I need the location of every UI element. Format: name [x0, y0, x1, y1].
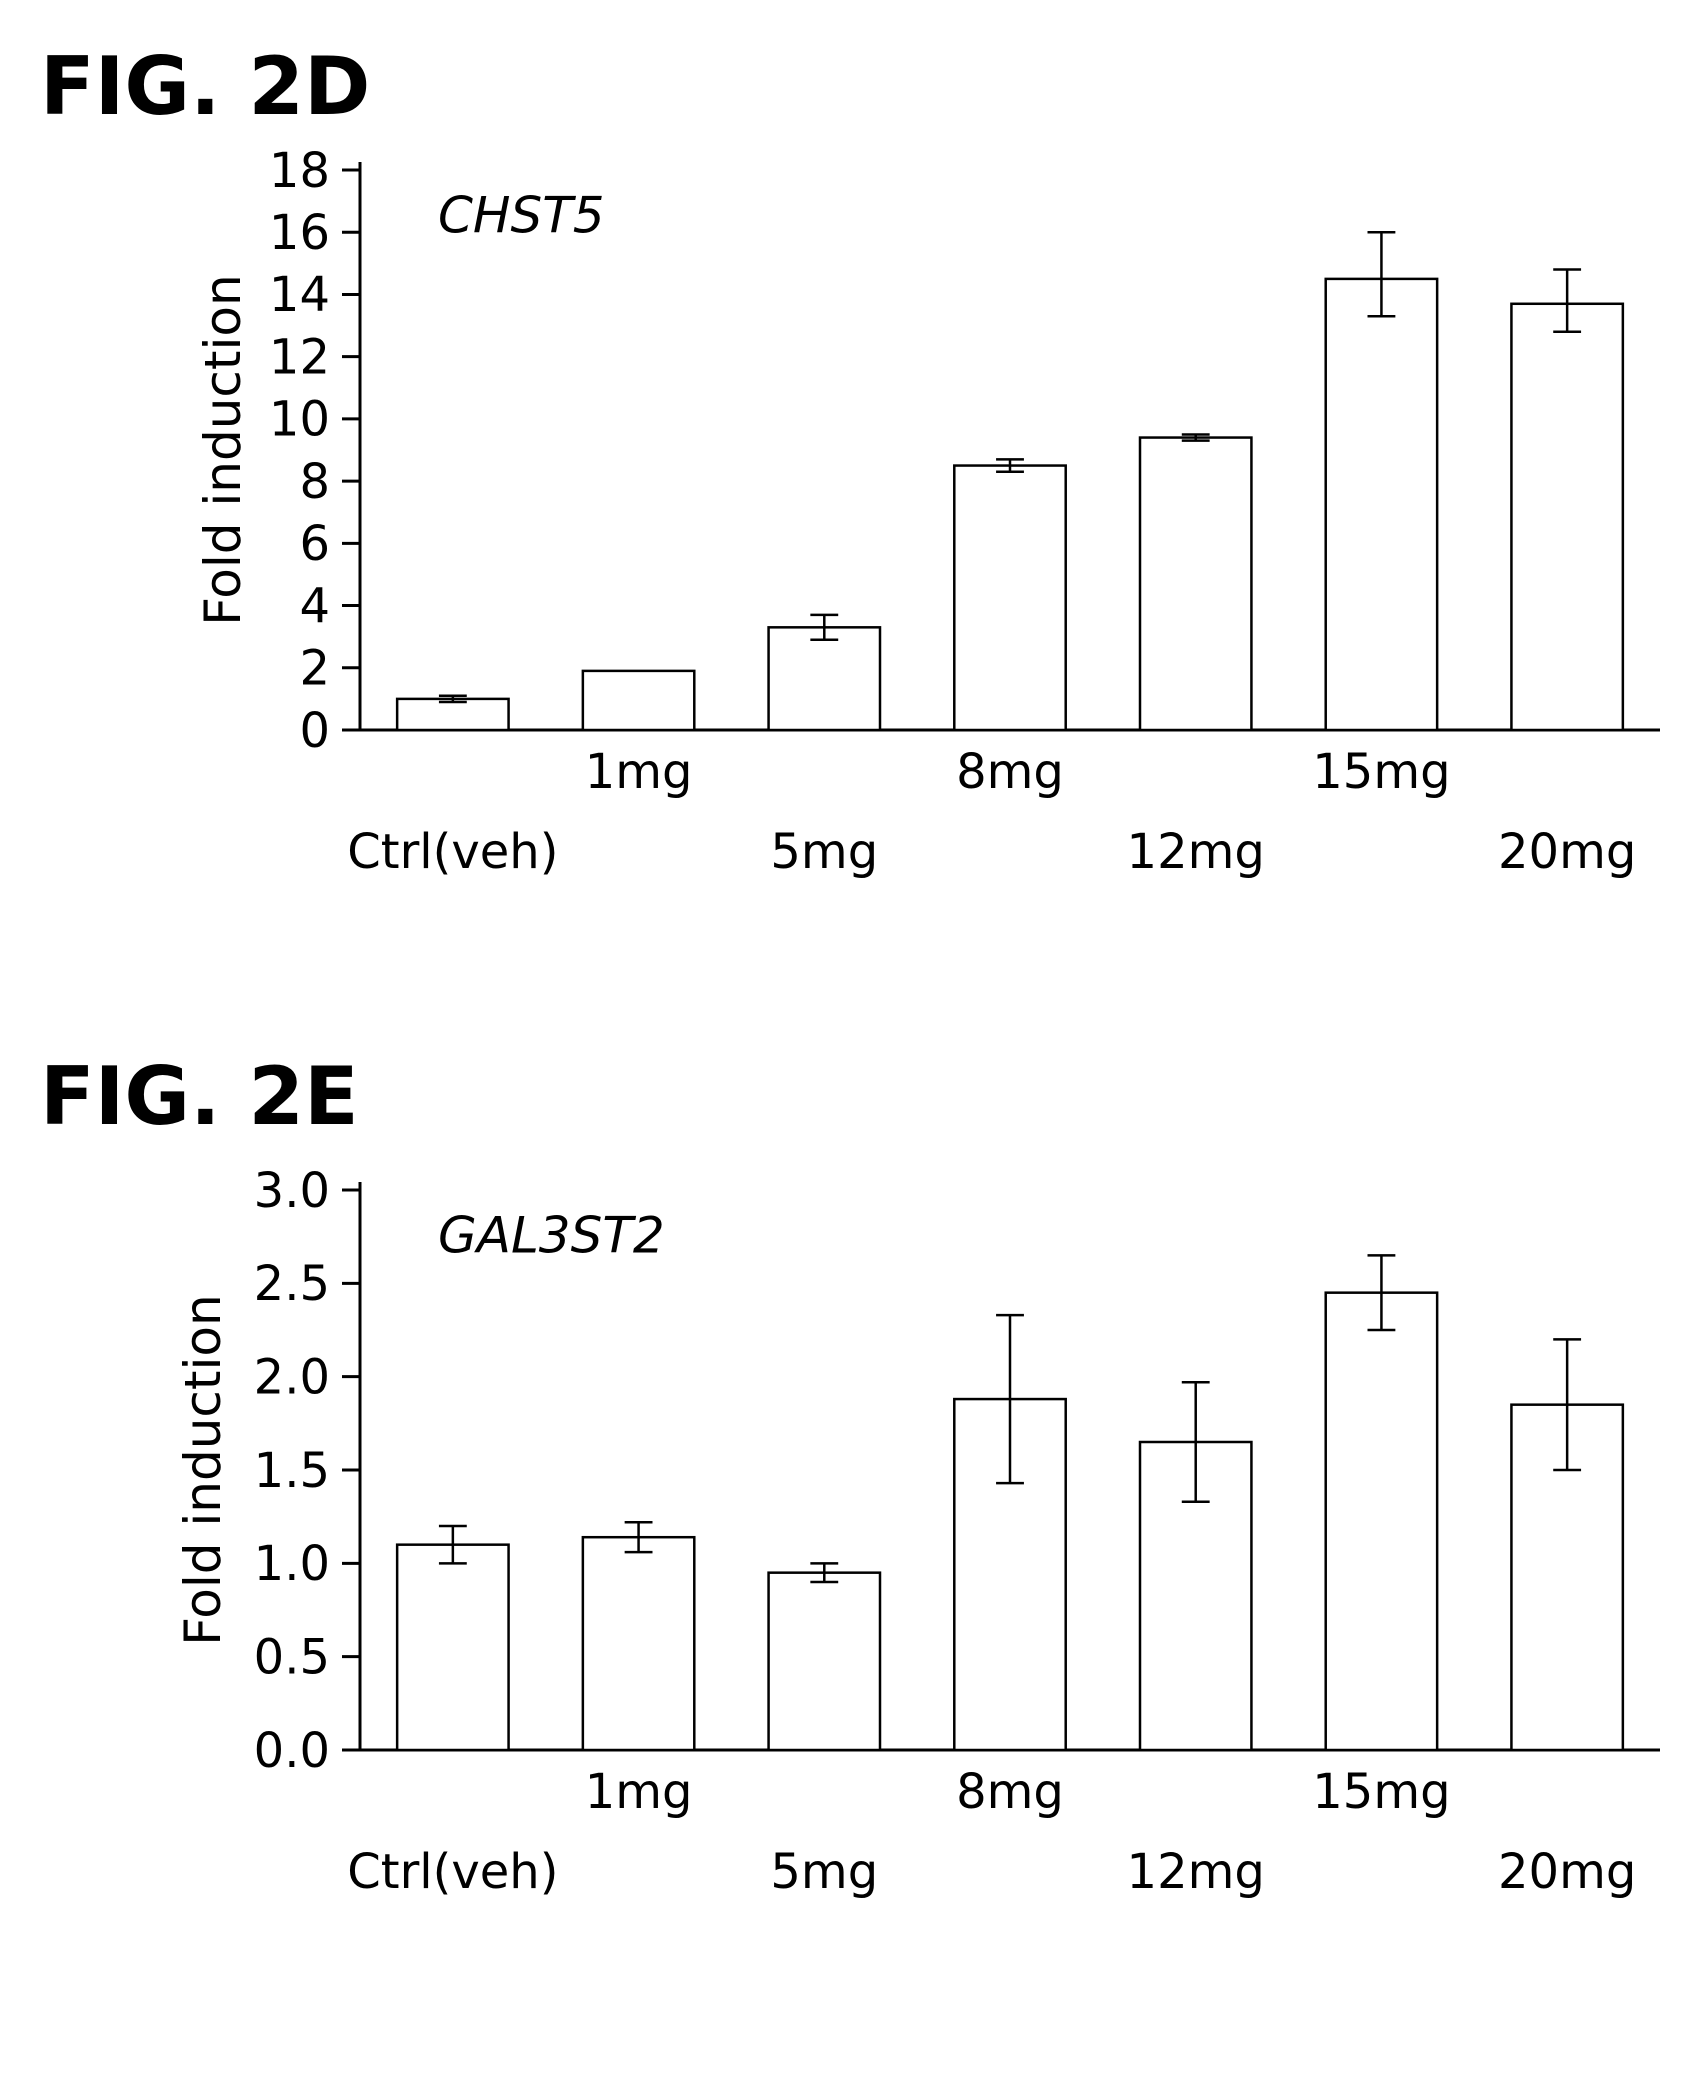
chart-panel-chst5: 0 2 4 6 8 10 12 14 16 18 Fold induction Ctrl(veh) 1m… [140, 140, 1692, 942]
svg-text:12: 12 [269, 329, 330, 385]
svg-text:12mg: 12mg [1127, 824, 1265, 880]
svg-text:2.5: 2.5 [254, 1256, 330, 1312]
svg-text:15mg: 15mg [1312, 1764, 1450, 1820]
svg-text:1.5: 1.5 [254, 1443, 330, 1499]
svg-text:5mg: 5mg [770, 824, 878, 880]
svg-text:0.5: 0.5 [254, 1629, 330, 1685]
svg-text:GAL3ST2: GAL3ST2 [438, 1206, 665, 1264]
svg-text:20mg: 20mg [1498, 824, 1636, 880]
svg-text:2.0: 2.0 [254, 1349, 330, 1405]
svg-text:Fold induction: Fold induction [174, 1294, 232, 1645]
svg-text:20mg: 20mg [1498, 1844, 1636, 1900]
svg-text:15mg: 15mg [1312, 744, 1450, 800]
svg-text:6: 6 [299, 516, 330, 572]
figure-label-2d: FIG. 2D [40, 40, 370, 133]
svg-text:1.0: 1.0 [254, 1536, 330, 1592]
figure-label-2e: FIG. 2E [40, 1050, 359, 1143]
svg-text:12mg: 12mg [1127, 1844, 1265, 1900]
svg-text:2: 2 [299, 641, 330, 697]
svg-text:Ctrl(veh): Ctrl(veh) [347, 1844, 558, 1900]
svg-text:14: 14 [269, 267, 330, 323]
svg-text:CHST5: CHST5 [438, 186, 605, 244]
svg-text:0: 0 [299, 703, 330, 759]
svg-text:4: 4 [299, 578, 330, 634]
svg-text:3.0: 3.0 [254, 1163, 330, 1219]
svg-text:18: 18 [269, 143, 330, 199]
svg-text:16: 16 [269, 205, 330, 261]
svg-text:5mg: 5mg [770, 1844, 878, 1900]
svg-text:8mg: 8mg [956, 744, 1064, 800]
svg-text:1mg: 1mg [585, 744, 693, 800]
page: FIG. 2D 0 2 4 6 8 10 12 14 16 18 Fold induction Ctr… [0, 0, 1692, 2084]
svg-text:1mg: 1mg [585, 1764, 693, 1820]
svg-text:Ctrl(veh): Ctrl(veh) [347, 824, 558, 880]
svg-text:Fold induction: Fold induction [194, 274, 252, 625]
svg-text:8mg: 8mg [956, 1764, 1064, 1820]
svg-text:0.0: 0.0 [254, 1723, 330, 1779]
svg-text:8: 8 [299, 454, 330, 510]
chart-panel-gal3st2: 0.0 0.5 1.0 1.5 2.0 2.5 3.0 Fold induction Ctrl(… [140, 1160, 1692, 1962]
svg-text:10: 10 [269, 392, 330, 448]
